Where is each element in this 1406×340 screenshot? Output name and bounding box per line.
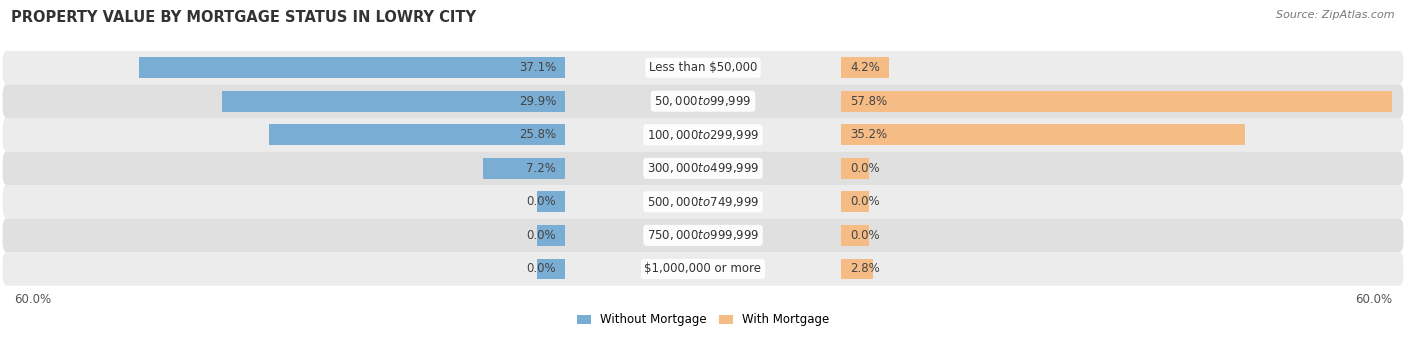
Text: 0.0%: 0.0% <box>851 195 880 208</box>
Bar <box>222 91 565 112</box>
Text: 0.0%: 0.0% <box>526 195 555 208</box>
Text: $50,000 to $99,999: $50,000 to $99,999 <box>654 94 752 108</box>
FancyBboxPatch shape <box>3 185 1403 219</box>
Text: $1,000,000 or more: $1,000,000 or more <box>644 262 762 275</box>
Bar <box>537 225 565 246</box>
Text: $750,000 to $999,999: $750,000 to $999,999 <box>647 228 759 242</box>
Text: 7.2%: 7.2% <box>526 162 555 175</box>
Text: $100,000 to $299,999: $100,000 to $299,999 <box>647 128 759 142</box>
Bar <box>841 91 1406 112</box>
Legend: Without Mortgage, With Mortgage: Without Mortgage, With Mortgage <box>572 309 834 331</box>
Bar <box>841 191 869 212</box>
Text: 0.0%: 0.0% <box>851 229 880 242</box>
Text: $300,000 to $499,999: $300,000 to $499,999 <box>647 161 759 175</box>
Text: 4.2%: 4.2% <box>851 61 880 74</box>
Bar <box>537 191 565 212</box>
Bar <box>841 225 869 246</box>
Text: PROPERTY VALUE BY MORTGAGE STATUS IN LOWRY CITY: PROPERTY VALUE BY MORTGAGE STATUS IN LOW… <box>11 10 477 25</box>
Bar <box>139 57 565 78</box>
FancyBboxPatch shape <box>3 219 1403 252</box>
Text: 25.8%: 25.8% <box>519 128 555 141</box>
FancyBboxPatch shape <box>3 252 1403 286</box>
Text: Less than $50,000: Less than $50,000 <box>648 61 758 74</box>
FancyBboxPatch shape <box>3 152 1403 185</box>
FancyBboxPatch shape <box>3 118 1403 152</box>
Bar <box>841 124 1244 145</box>
Text: 0.0%: 0.0% <box>526 262 555 275</box>
Bar <box>841 57 889 78</box>
Text: 60.0%: 60.0% <box>14 293 51 306</box>
Text: 57.8%: 57.8% <box>851 95 887 108</box>
Bar <box>841 258 873 279</box>
Bar <box>841 158 869 179</box>
Text: $500,000 to $749,999: $500,000 to $749,999 <box>647 195 759 209</box>
Bar <box>537 258 565 279</box>
Text: 60.0%: 60.0% <box>1355 293 1392 306</box>
Bar <box>482 158 565 179</box>
Text: 37.1%: 37.1% <box>519 61 555 74</box>
FancyBboxPatch shape <box>3 51 1403 84</box>
Text: 35.2%: 35.2% <box>851 128 887 141</box>
Text: 0.0%: 0.0% <box>526 229 555 242</box>
Text: 0.0%: 0.0% <box>851 162 880 175</box>
Text: Source: ZipAtlas.com: Source: ZipAtlas.com <box>1277 10 1395 20</box>
FancyBboxPatch shape <box>3 84 1403 118</box>
Text: 2.8%: 2.8% <box>851 262 880 275</box>
Bar <box>269 124 565 145</box>
Text: 29.9%: 29.9% <box>519 95 555 108</box>
